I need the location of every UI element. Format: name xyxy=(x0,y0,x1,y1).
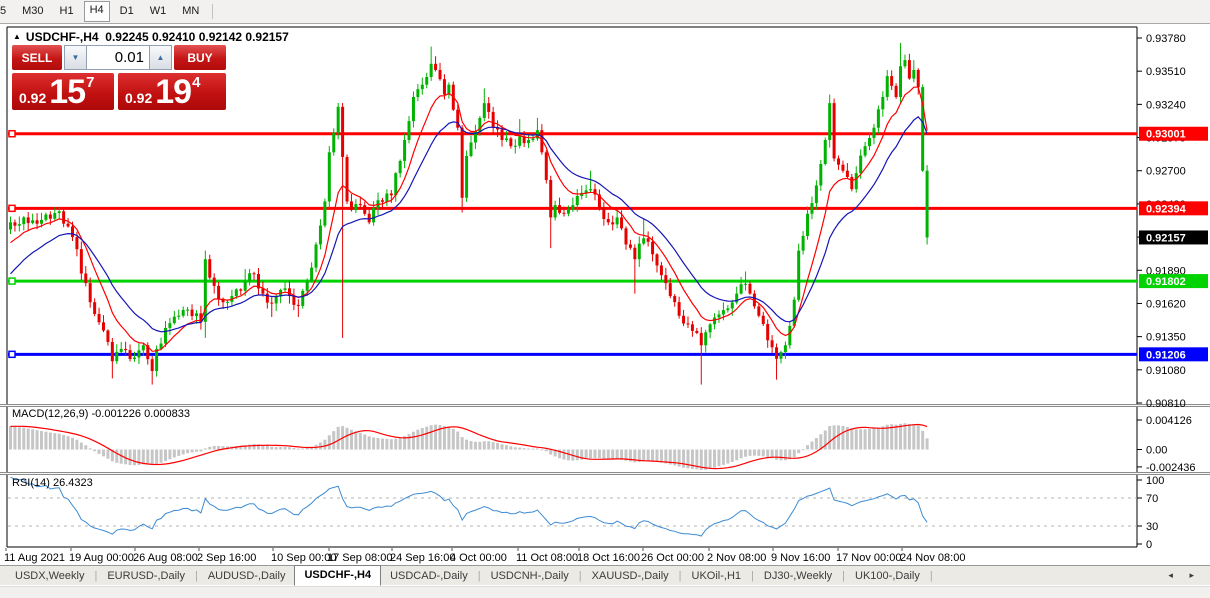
buy-price-base: 0.92 xyxy=(125,90,153,106)
tab-dj30-weekly[interactable]: DJ30-,Weekly xyxy=(763,569,833,582)
svg-text:9 Nov 16:00: 9 Nov 16:00 xyxy=(771,552,830,564)
collapse-panel-icon[interactable]: ▲ xyxy=(13,32,21,41)
svg-text:4 Oct 00:00: 4 Oct 00:00 xyxy=(450,552,507,564)
timeframe-toolbar: 5 M30 H1 H4 D1 W1 MN xyxy=(0,0,1210,24)
status-bar xyxy=(0,586,1210,598)
svg-text:26 Oct 00:00: 26 Oct 00:00 xyxy=(641,552,704,564)
buy-price-main: 19 xyxy=(155,73,192,111)
symbol-label: USDCHF-,H4 xyxy=(25,30,99,44)
svg-text:11 Aug 2021: 11 Aug 2021 xyxy=(4,552,65,564)
tf-button-mn[interactable]: MN xyxy=(182,5,200,17)
svg-text:0: 0 xyxy=(1146,539,1152,551)
chart-tab-bar: USDX,Weekly | EURUSD-,Daily | AUDUSD-,Daily U… xyxy=(0,565,1210,586)
tab-separator: | xyxy=(678,569,682,582)
svg-text:0.004126: 0.004126 xyxy=(1146,415,1192,427)
tab-separator: | xyxy=(194,569,198,582)
sell-price-pip: 7 xyxy=(86,74,95,91)
toolbar-separator xyxy=(212,4,214,19)
svg-text:0.91802: 0.91802 xyxy=(1146,276,1186,288)
tab-scroll-arrows: ◂ ▸ xyxy=(1154,570,1194,581)
svg-text:0.00: 0.00 xyxy=(1146,445,1167,457)
buy-price-display[interactable]: 0.92 19 4 xyxy=(118,73,226,110)
svg-text:26 Aug 08:00: 26 Aug 08:00 xyxy=(133,552,198,564)
ohlc-values: 0.92245 0.92410 0.92142 0.92157 xyxy=(105,30,289,44)
volume-input[interactable]: 0.01 xyxy=(87,45,149,70)
tab-xauusd-daily[interactable]: XAUUSD-,Daily xyxy=(591,569,669,582)
svg-text:18 Oct 16:00: 18 Oct 16:00 xyxy=(577,552,640,564)
buy-price-pip: 4 xyxy=(192,74,201,91)
tab-usdchf-h4[interactable]: USDCHF-,H4 xyxy=(294,565,382,586)
svg-text:-0.002436: -0.002436 xyxy=(1146,462,1196,474)
rsi-name: RSI(14) xyxy=(12,477,50,489)
tf-button-m30[interactable]: M30 xyxy=(22,5,44,17)
svg-text:0.93001: 0.93001 xyxy=(1146,129,1186,141)
svg-text:0.92394: 0.92394 xyxy=(1146,203,1187,215)
macd-name: MACD(12,26,9) xyxy=(12,408,89,420)
svg-text:70: 70 xyxy=(1146,493,1158,505)
svg-text:19 Aug 00:00: 19 Aug 00:00 xyxy=(69,552,134,564)
svg-text:0.92157: 0.92157 xyxy=(1146,232,1186,244)
svg-text:17 Sep 08:00: 17 Sep 08:00 xyxy=(327,552,392,564)
volume-decrease-button[interactable]: ▼ xyxy=(64,45,87,70)
svg-text:0.91620: 0.91620 xyxy=(1146,298,1186,310)
tf-button-h4[interactable]: H4 xyxy=(83,1,110,22)
tab-audusd-daily[interactable]: AUDUSD-,Daily xyxy=(207,569,286,582)
one-click-trading-panel: SELL ▼ 0.01 ▲ BUY 0.92 15 7 0.92 19 4 xyxy=(12,45,226,110)
svg-text:2 Nov 08:00: 2 Nov 08:00 xyxy=(707,552,766,564)
svg-text:0.92700: 0.92700 xyxy=(1146,166,1186,178)
tf-button-h1[interactable]: H1 xyxy=(59,5,74,17)
rsi-value: 26.4323 xyxy=(52,477,93,489)
tab-ukoil-h1[interactable]: UKOil-,H1 xyxy=(691,569,742,582)
tab-scroll-right-icon[interactable]: ▸ xyxy=(1189,570,1194,580)
svg-text:100: 100 xyxy=(1146,475,1164,487)
svg-text:30: 30 xyxy=(1146,521,1158,533)
tab-separator: | xyxy=(94,569,98,582)
sell-button[interactable]: SELL xyxy=(12,45,62,70)
svg-text:0.91206: 0.91206 xyxy=(1146,349,1186,361)
tab-usdcad-daily[interactable]: USDCAD-,Daily xyxy=(390,569,468,582)
sell-price-main: 15 xyxy=(49,73,86,111)
svg-text:17 Nov 00:00: 17 Nov 00:00 xyxy=(836,552,901,564)
svg-text:0.91350: 0.91350 xyxy=(1146,332,1186,344)
svg-text:24 Sep 16:00: 24 Sep 16:00 xyxy=(390,552,455,564)
svg-text:0.93510: 0.93510 xyxy=(1146,66,1186,78)
tab-separator: | xyxy=(578,569,582,582)
tf-button-d1[interactable]: D1 xyxy=(119,5,134,17)
chart-tabs: USDX,Weekly | EURUSD-,Daily | AUDUSD-,Daily U… xyxy=(6,565,934,586)
sell-price-display[interactable]: 0.92 15 7 xyxy=(12,73,114,110)
svg-text:0.93240: 0.93240 xyxy=(1146,99,1186,111)
svg-text:2 Sep 16:00: 2 Sep 16:00 xyxy=(197,552,256,564)
tab-uk100-daily[interactable]: UK100-,Daily xyxy=(855,569,920,582)
tab-eurusd-daily[interactable]: EURUSD-,Daily xyxy=(107,569,185,582)
tab-usdx-weekly[interactable]: USDX,Weekly xyxy=(15,569,85,582)
sell-price-base: 0.92 xyxy=(19,90,47,106)
svg-text:0.91080: 0.91080 xyxy=(1146,365,1186,377)
svg-text:0.93780: 0.93780 xyxy=(1146,33,1186,45)
tab-separator: | xyxy=(929,569,933,582)
rsi-label: RSI(14) 26.4323 xyxy=(12,477,93,489)
spinner-up-icon: ▲ xyxy=(156,53,165,62)
buy-button[interactable]: BUY xyxy=(174,45,226,70)
tab-scroll-left-icon[interactable]: ◂ xyxy=(1168,570,1173,580)
tf-button-w1[interactable]: W1 xyxy=(149,5,167,17)
macd-label: MACD(12,26,9) -0.001226 0.000833 xyxy=(12,408,190,420)
tf-button-5[interactable]: 5 xyxy=(0,5,7,17)
tab-usdcnh-daily[interactable]: USDCNH-,Daily xyxy=(490,569,569,582)
tab-separator: | xyxy=(477,569,481,582)
chart-title: ▲ USDCHF-,H4 0.92245 0.92410 0.92142 0.92… xyxy=(13,30,289,44)
macd-values: -0.001226 0.000833 xyxy=(91,408,190,420)
svg-text:10 Sep 00:00: 10 Sep 00:00 xyxy=(271,552,336,564)
svg-text:11 Oct 08:00: 11 Oct 08:00 xyxy=(516,552,578,564)
tab-separator: | xyxy=(842,569,846,582)
tab-separator: | xyxy=(751,569,754,582)
svg-text:24 Nov 08:00: 24 Nov 08:00 xyxy=(900,552,965,564)
spinner-down-icon: ▼ xyxy=(71,53,80,62)
svg-text:0.90810: 0.90810 xyxy=(1146,398,1186,410)
volume-increase-button[interactable]: ▲ xyxy=(149,45,172,70)
